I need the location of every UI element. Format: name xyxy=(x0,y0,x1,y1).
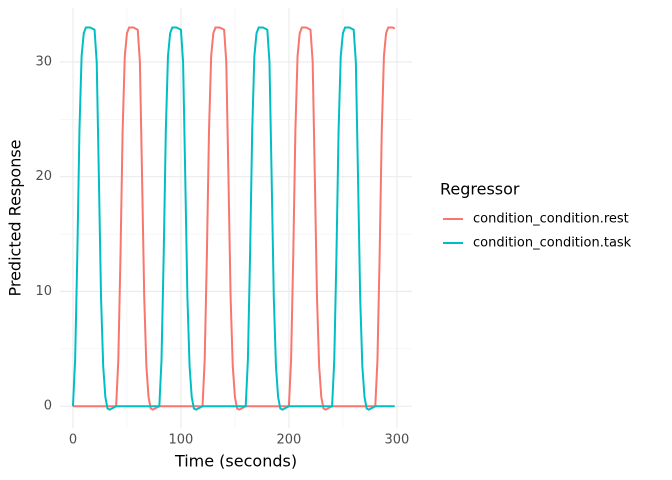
legend-label: condition_condition.task xyxy=(473,236,632,251)
legend-label: condition_condition.rest xyxy=(473,212,629,227)
x-tick-label: 300 xyxy=(384,433,409,448)
line xyxy=(72,26,396,411)
line xyxy=(71,26,395,411)
y-axis-title: Predicted Response xyxy=(6,139,25,296)
legend-title: Regressor xyxy=(440,180,520,199)
y-tick-label: 30 xyxy=(35,54,52,69)
y-tick-label: 10 xyxy=(35,284,52,299)
x-axis-title: Time (seconds) xyxy=(174,452,297,471)
x-tick-label: 200 xyxy=(276,433,301,448)
x-tick-label: 0 xyxy=(69,433,77,448)
x-tick-label: 100 xyxy=(169,433,194,448)
y-tick-label: 0 xyxy=(44,399,52,414)
y-tick-label: 20 xyxy=(35,169,52,184)
